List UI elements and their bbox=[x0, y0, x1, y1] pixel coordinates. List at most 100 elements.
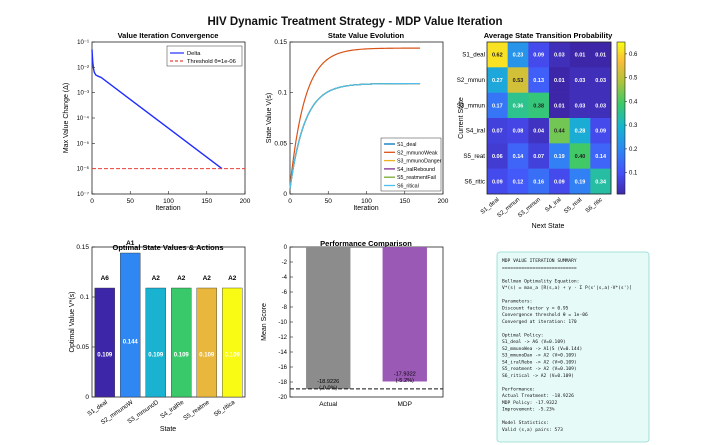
colorbar-band bbox=[617, 102, 625, 106]
colorbar-band bbox=[617, 191, 625, 195]
colorbar-band bbox=[617, 178, 625, 182]
heatmap-cell bbox=[528, 143, 550, 169]
colorbar-band bbox=[617, 123, 625, 126]
heatmap-cell-label: 0.14 bbox=[513, 154, 525, 160]
colorbar-band bbox=[617, 140, 625, 144]
y-tick-label: -4 bbox=[282, 275, 288, 281]
heatmap-cell-label: 0.17 bbox=[492, 103, 503, 109]
summary-line: Improvement: -5.23% bbox=[502, 407, 555, 413]
state-value-title: State Value Evolution bbox=[328, 31, 405, 40]
summary-line: S1_deal -> A6 (V=0.109) bbox=[502, 339, 566, 345]
colorbar-band bbox=[617, 150, 625, 154]
colorbar-band bbox=[617, 125, 625, 129]
colorbar-band bbox=[617, 67, 625, 71]
colorbar-band bbox=[617, 156, 625, 159]
colorbar-tick-label: 0.6 bbox=[629, 52, 638, 58]
heatmap-cell-label: 0.01 bbox=[595, 53, 606, 59]
colorbar-band bbox=[617, 115, 625, 119]
summary-line: Model Statistics: bbox=[502, 420, 549, 426]
heatmap-cell bbox=[487, 143, 508, 169]
colorbar-band bbox=[617, 186, 625, 190]
heatmap-cell bbox=[569, 92, 591, 119]
colorbar-band bbox=[617, 128, 625, 132]
colorbar-band bbox=[617, 176, 625, 180]
heatmap-cell-label: 0.06 bbox=[492, 154, 503, 160]
heatmap-cell bbox=[549, 42, 570, 68]
value-label: 0.109 bbox=[148, 353, 164, 359]
heatmap-cell bbox=[487, 118, 508, 144]
summary-line: MDP Policy: -17.9322 bbox=[502, 400, 558, 406]
heatmap-cell bbox=[487, 42, 508, 68]
heatmap-cell bbox=[549, 168, 570, 195]
colorbar-band bbox=[617, 74, 625, 78]
value-label: 0.109 bbox=[174, 353, 190, 359]
heatmap-cell-label: 0.34 bbox=[595, 179, 607, 185]
colorbar-band bbox=[617, 153, 625, 157]
heatmap-cell-label: 0.27 bbox=[492, 78, 503, 84]
summary-line: Performance: bbox=[502, 386, 535, 392]
colorbar-tick-label: 0.4 bbox=[629, 99, 638, 105]
heatmap-cell bbox=[590, 168, 612, 195]
heatmap-cell bbox=[487, 67, 508, 93]
x-tick-label: 150 bbox=[399, 198, 410, 205]
summary-line: Valid (s,a) pairs: 573 bbox=[502, 427, 563, 433]
heatmap-cell bbox=[507, 67, 529, 93]
legend-label: Threshold θ=1e-06 bbox=[187, 59, 236, 65]
optimal-axes bbox=[91, 246, 246, 398]
y-tick-label: 0 bbox=[284, 245, 288, 251]
colorbar-band bbox=[617, 148, 625, 152]
colorbar-band bbox=[617, 158, 625, 162]
colorbar-band bbox=[617, 85, 625, 88]
heatmap-cell bbox=[507, 42, 529, 68]
heatmap-cell bbox=[549, 67, 570, 93]
y-tick-label: -14 bbox=[278, 350, 287, 356]
optimal-bar bbox=[120, 252, 141, 398]
optimal-xlabel: State bbox=[160, 426, 176, 433]
y-tick-label: -12 bbox=[278, 335, 287, 341]
colorbar-band bbox=[617, 57, 625, 61]
heatmap-xlabel: Next State bbox=[532, 223, 565, 230]
heatmap-cell-label: 0.03 bbox=[575, 103, 586, 109]
y-tick-label: 0 bbox=[85, 394, 89, 401]
heatmap-cell-label: 0.23 bbox=[513, 53, 524, 59]
x-tick-label: MDP bbox=[398, 401, 412, 408]
legend-label: S6_ritical bbox=[397, 184, 419, 190]
action-label: A2 bbox=[152, 275, 161, 282]
colorbar-band bbox=[617, 54, 625, 58]
performance-ylabel: Mean Score bbox=[261, 303, 268, 341]
heatmap-cell-label: 0.19 bbox=[575, 179, 586, 185]
performance-value-label: -17.9322 bbox=[394, 371, 416, 377]
x-tick-label: 100 bbox=[361, 198, 372, 205]
colorbar-band bbox=[617, 77, 625, 81]
colorbar-band bbox=[617, 42, 625, 45]
colorbar-band bbox=[617, 183, 625, 187]
action-label: A6 bbox=[101, 275, 110, 282]
convergence-title: Value Iteration Convergence bbox=[118, 31, 219, 40]
heatmap-cell bbox=[590, 92, 612, 119]
heatmap-cell bbox=[549, 92, 570, 119]
colorbar-band bbox=[617, 188, 625, 192]
colorbar-band bbox=[617, 82, 625, 86]
colorbar-band bbox=[617, 107, 625, 111]
performance-plot: Performance Comparison Mean Score -18.92… bbox=[261, 239, 444, 408]
summary-line: MDP VALUE ITERATION SUMMARY bbox=[502, 258, 577, 264]
x-tick-label: 50 bbox=[325, 198, 333, 205]
heatmap-cell bbox=[528, 42, 550, 68]
colorbar-band bbox=[617, 92, 625, 96]
performance-bar bbox=[382, 247, 427, 382]
x-tick-label: 50 bbox=[127, 198, 135, 205]
legend-label: S1_deal bbox=[397, 142, 416, 148]
heatmap-cell-label: 0.53 bbox=[513, 78, 524, 84]
performance-value-label: -18.9226 bbox=[317, 379, 339, 385]
heatmap-cell-label: 0.09 bbox=[595, 129, 606, 135]
y-tick-label: 10⁻² bbox=[77, 65, 89, 71]
summary-line: S2_mmunoWea -> A1(S (V=0.144) bbox=[502, 346, 582, 352]
heatmap-cell bbox=[528, 92, 550, 119]
colorbar-band bbox=[617, 130, 625, 134]
colorbar-tick-label: 0.1 bbox=[629, 171, 638, 177]
legend-label: Delta bbox=[187, 51, 201, 57]
colorbar-band bbox=[617, 95, 625, 99]
heatmap-cell bbox=[590, 67, 612, 93]
x-tick-label: 0 bbox=[288, 198, 292, 205]
colorbar-band bbox=[617, 168, 625, 172]
